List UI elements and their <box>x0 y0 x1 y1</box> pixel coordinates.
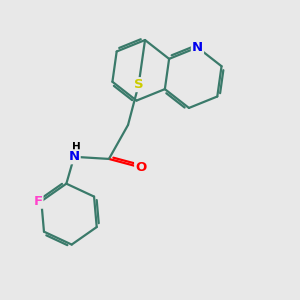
Text: H: H <box>72 142 81 152</box>
Text: N: N <box>192 41 203 54</box>
Text: S: S <box>134 78 143 91</box>
Text: F: F <box>33 195 43 208</box>
Text: N: N <box>68 150 80 163</box>
Text: O: O <box>135 161 146 174</box>
